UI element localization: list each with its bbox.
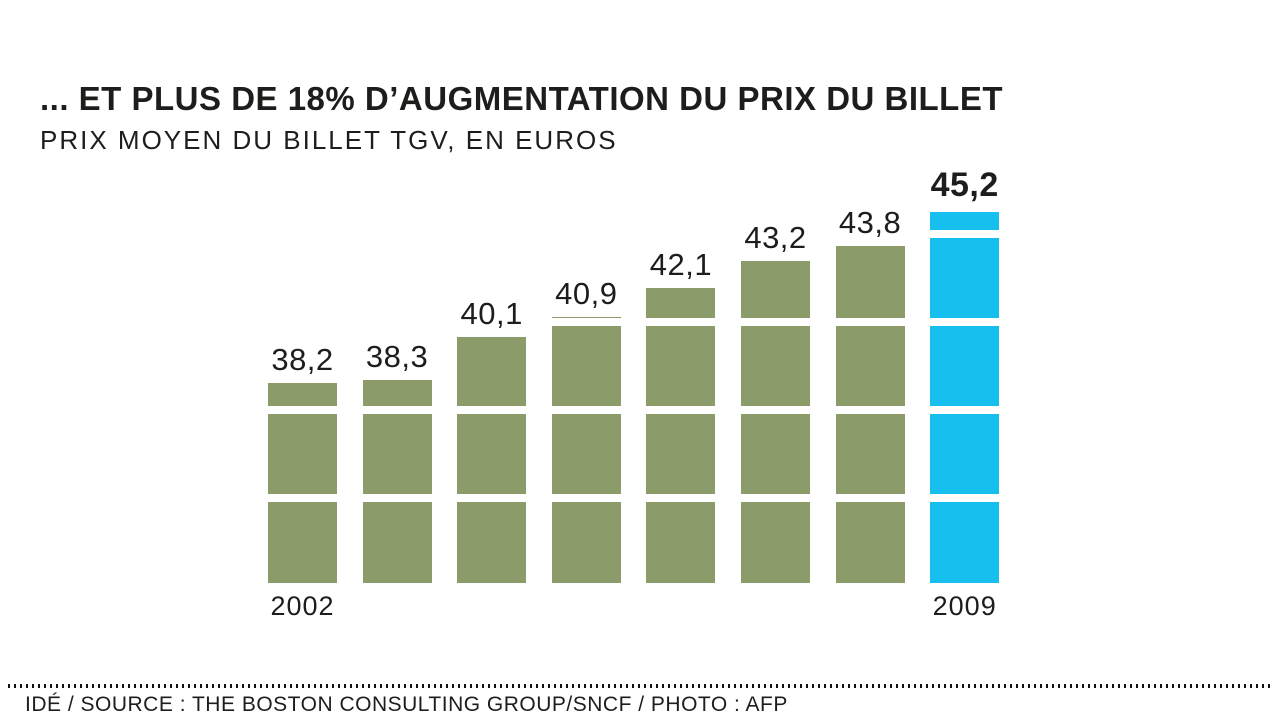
gridline-stripe	[256, 318, 1010, 326]
bar-2004	[457, 336, 527, 583]
value-label-2009: 45,2	[930, 166, 999, 205]
value-label-2005: 40,9	[555, 276, 618, 312]
bar-2008	[835, 246, 905, 583]
bar-2007	[741, 260, 810, 583]
footer-divider	[8, 684, 1274, 688]
bar-2002	[268, 382, 337, 583]
gridline-stripe	[256, 230, 1010, 238]
gridline-stripe	[256, 494, 1010, 502]
source-credit: IDÉ / SOURCE : THE BOSTON CONSULTING GRO…	[25, 693, 788, 716]
value-label-2004: 40,1	[460, 295, 523, 331]
page-title: ... ET PLUS DE 18% D’AUGMENTATION DU PRI…	[40, 80, 1004, 117]
x-axis-label-2002: 2002	[270, 591, 335, 621]
page-subtitle: PRIX MOYEN DU BILLET TGV, EN EUROS	[40, 125, 618, 155]
gridline-stripe	[256, 406, 1010, 414]
value-label-2003: 38,3	[365, 339, 429, 375]
x-axis-label-2009: 2009	[932, 591, 997, 621]
value-label-2002: 38,2	[271, 341, 334, 377]
value-label-2008: 43,8	[838, 205, 902, 241]
bar-2005	[551, 317, 621, 583]
bar-2006	[646, 287, 716, 583]
bar-2009	[930, 212, 1000, 583]
bar-2003	[362, 380, 432, 583]
value-label-2007: 43,2	[744, 219, 807, 255]
value-label-2006: 42,1	[649, 246, 713, 282]
